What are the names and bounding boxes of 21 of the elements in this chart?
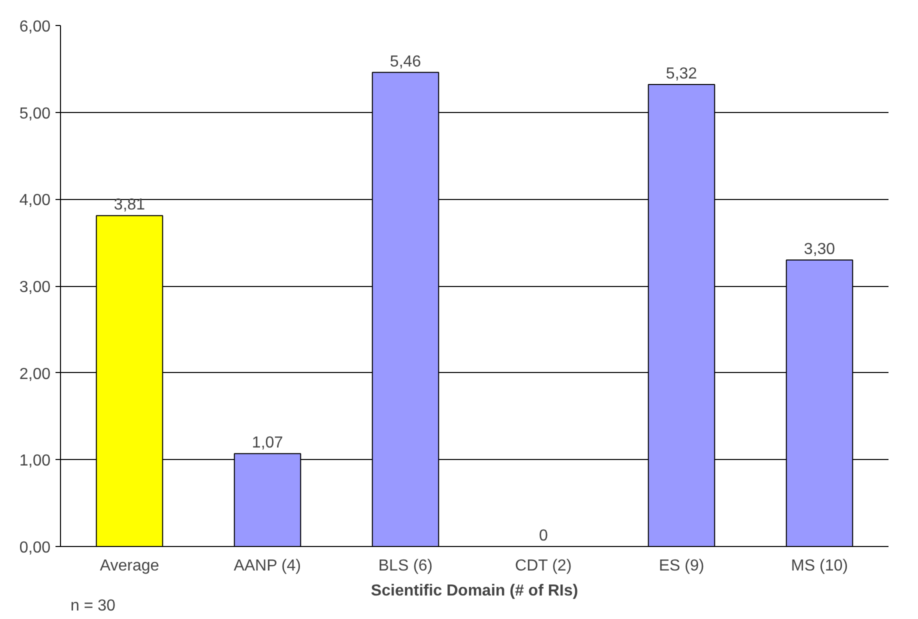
x-tick-label: MS (10) <box>791 558 848 574</box>
x-axis-title: Scientific Domain (# of RIs) <box>370 582 578 600</box>
x-tick-label: Average <box>100 558 160 574</box>
y-tick-label: 5,00 <box>19 105 51 122</box>
data-label: 3,81 <box>114 196 146 214</box>
data-label: 5,46 <box>390 53 422 70</box>
y-tick-label: 0,00 <box>19 540 51 556</box>
y-tick-label: 1,00 <box>19 452 51 470</box>
y-tick-label: 6,00 <box>19 18 51 36</box>
data-label: 5,32 <box>666 66 698 83</box>
data-label: 3,30 <box>804 240 836 258</box>
x-tick-label: ES (9) <box>658 558 704 574</box>
y-tick-label: 3,00 <box>19 279 51 296</box>
y-tick-label: 4,00 <box>19 192 51 210</box>
x-tick-label: CDT (2) <box>515 558 572 574</box>
text: n = 30 <box>70 598 116 614</box>
data-label: 1,07 <box>252 434 284 452</box>
x-tick-label: BLS (6) <box>378 558 433 574</box>
data-label: 0 <box>539 528 548 544</box>
x-tick-label: AANP (4) <box>234 558 301 574</box>
y-tick-label: 2,00 <box>19 366 51 383</box>
